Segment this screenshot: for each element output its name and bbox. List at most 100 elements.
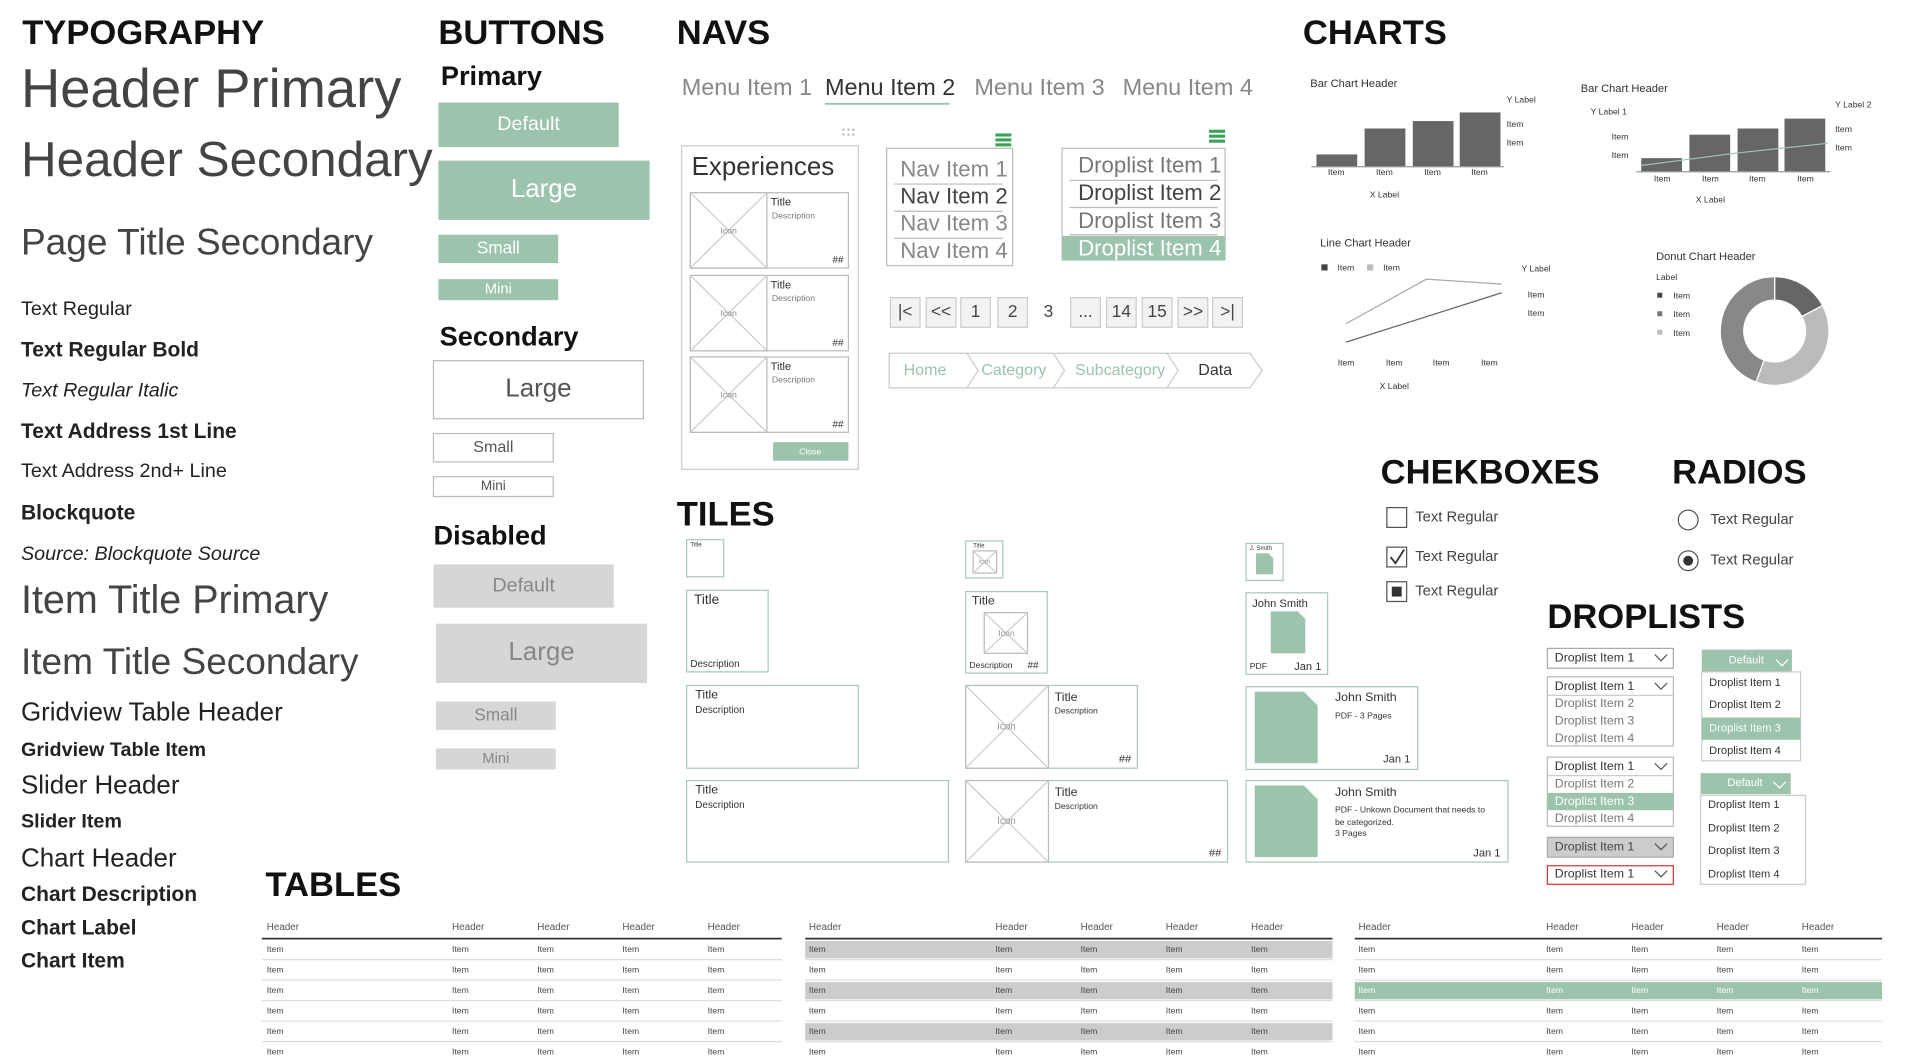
page-button[interactable] [889,297,921,328]
table-cell: Item [1166,1026,1183,1036]
droplist-closed[interactable] [1546,647,1674,669]
droplist-button[interactable] [1701,649,1792,672]
page-button[interactable] [1141,297,1173,328]
disabled-button [435,701,556,730]
table-cell: Item [1717,965,1734,975]
table-cell: Item [1166,985,1183,995]
button-label: Mini [485,282,512,298]
secondary-button[interactable] [432,476,554,498]
table-cell: Item [1802,1047,1819,1056]
disabled-button [433,564,614,608]
nav-item: Nav Item 1 [900,156,1007,181]
primary-button[interactable] [438,279,559,301]
droplist-item: Droplist Item 3 [1078,208,1221,233]
tile-title: Title [972,594,995,608]
secondary-button[interactable] [432,432,554,463]
section-title: TYPOGRAPHY [22,14,264,52]
table-cell: Item [1081,1006,1098,1016]
radio-label: Text Regular [1710,512,1793,528]
grip-dot [842,128,845,131]
icon-label: Icon [997,721,1016,732]
page-button[interactable] [1212,297,1243,328]
droplist-item: Droplist Item 4 [1709,745,1781,757]
page-button[interactable] [997,297,1029,328]
checkbox[interactable] [1386,507,1408,528]
secondary-button[interactable] [432,360,645,420]
table-cell: Item [1358,1047,1375,1056]
page-button[interactable] [925,297,957,328]
table-header: Header [1717,922,1750,933]
table-stripe [805,1023,1333,1041]
page-button[interactable] [1177,297,1209,328]
icon-cross [689,275,768,352]
breadcrumb-frame [888,352,1263,389]
radio[interactable] [1677,509,1699,531]
droplist-error[interactable] [1546,865,1674,885]
tile-name: John Smith [1252,598,1308,610]
grip-dot [847,128,850,131]
hamburger-bar [1209,139,1226,143]
donut-segment [1755,304,1830,386]
type-sample: Item Title Primary [21,578,329,622]
icon-label: Icon [978,559,990,566]
table-cell: Item [1546,965,1563,975]
table-cell: Item [1166,944,1183,954]
primary-button[interactable] [438,234,559,264]
droplist-highlight [1701,717,1801,740]
subsection-title: Secondary [440,321,579,352]
document-icon [1254,691,1318,764]
hamburger-bar [995,133,1012,137]
table-cell: Item [452,944,469,954]
card-description: Description [772,375,815,385]
table-cell: Item [995,965,1012,975]
axis-item: Item [1433,357,1450,367]
icon-cross [983,612,1028,654]
type-sample: Page Title Secondary [21,220,373,262]
close-button[interactable] [773,442,849,461]
droplist-item: Droplist Item 1 [1555,759,1635,773]
primary-button[interactable] [438,102,619,148]
tile-description: Description [695,705,744,716]
table-cell: Item [1802,965,1819,975]
tile-details: 3 Pages [1335,828,1367,838]
axis-item: Item [1481,357,1498,367]
legend-item: Item [1673,309,1690,319]
table-header: Header [1358,922,1391,933]
table-cell: Item [267,965,284,975]
document-fold [1268,553,1274,559]
bar-shape [1737,128,1779,172]
table-cell: Item [708,965,725,975]
table-header: Header [995,922,1028,933]
button-label: Default [497,113,560,135]
tile-title: Title [1055,690,1078,704]
page-button[interactable] [1105,297,1137,328]
tile-count: ## [1209,847,1222,859]
axis-label: X Label [1370,189,1399,199]
axis-label: X Label [1696,194,1725,204]
type-sample: Text Regular [21,298,132,320]
primary-button[interactable] [438,160,650,220]
tile-title: Title [1055,785,1078,799]
table-cell: Item [1546,1026,1563,1036]
droplist-button[interactable] [1700,773,1791,795]
droplist-item: Droplist Item 1 [1555,840,1635,854]
type-sample: Blockquote [21,501,135,524]
table-cell: Item [1358,944,1375,954]
checkbox-label: Text Regular [1415,584,1498,600]
page-button[interactable] [960,297,992,328]
table-header: Header [537,922,570,933]
table-cell: Item [995,1047,1012,1056]
breadcrumb-item: Subcategory [1075,361,1165,379]
table-cell: Item [809,965,826,975]
breadcrumb-item: Data [1198,361,1232,379]
type-sample: Source: Blockquote Source [21,543,260,565]
table-cell: Item [708,1047,725,1056]
breadcrumb-item: Category [981,361,1046,379]
nav-item: Nav Item 4 [900,238,1007,263]
tile [965,590,1048,674]
page-label: 2 [1008,301,1018,321]
line-shape [1345,292,1502,343]
page-button[interactable] [1070,297,1101,328]
table-header: Header [267,922,300,933]
